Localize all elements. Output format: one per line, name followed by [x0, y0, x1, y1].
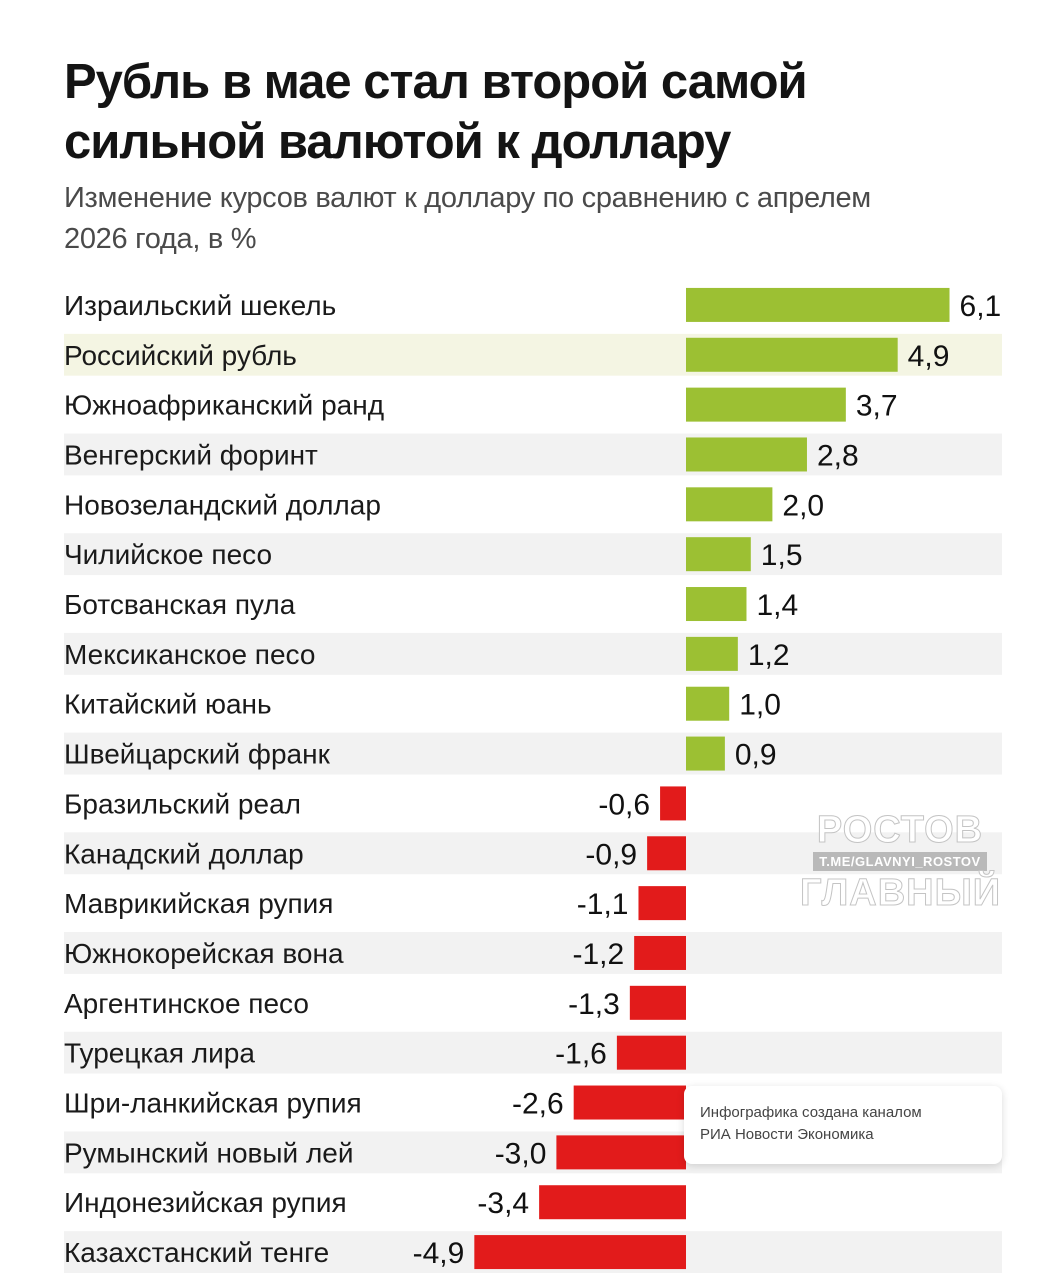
category-label: Румынский новый лей	[64, 1137, 354, 1168]
category-label: Израильский шекель	[64, 290, 336, 321]
value-label: 0,9	[735, 739, 777, 772]
category-label: Ботсванская пула	[64, 589, 296, 620]
category-label: Российский рубль	[64, 340, 297, 371]
bar-positive	[686, 537, 751, 572]
category-label: Шри-ланкийская рупия	[64, 1088, 362, 1119]
value-label: 1,5	[761, 539, 803, 572]
watermark-line-3: ГЛАВНЫЙ	[800, 872, 1002, 914]
value-label: -1,1	[577, 888, 629, 921]
value-label: 2,8	[817, 439, 859, 472]
bar-negative	[634, 935, 686, 970]
bar-positive	[686, 287, 950, 322]
bar-negative	[638, 886, 686, 921]
bar-negative	[660, 786, 686, 821]
row-stripe	[64, 433, 1002, 476]
category-label: Казахстанский тенге	[64, 1237, 329, 1268]
category-label: Венгерский форинт	[64, 439, 318, 470]
value-label: -0,6	[598, 788, 650, 821]
value-label: -1,6	[555, 1038, 607, 1071]
category-label: Южнокорейская вона	[64, 938, 344, 969]
row-stripe	[64, 1031, 1002, 1074]
value-label: 1,2	[748, 639, 790, 672]
value-label: 1,4	[756, 589, 798, 622]
category-label: Канадский доллар	[64, 838, 304, 869]
row-stripe	[64, 732, 1002, 775]
value-label: -3,0	[495, 1137, 547, 1170]
category-label: Бразильский реал	[64, 788, 301, 819]
watermark-line-2: T.ME/GLAVNYI_ROSTOV	[813, 852, 987, 871]
chart-subtitle-line-1: Изменение курсов валют к доллару по срав…	[64, 182, 871, 214]
bar-positive	[686, 387, 846, 422]
value-label: -2,6	[512, 1088, 564, 1121]
bar-negative	[474, 1235, 686, 1270]
bar-positive	[686, 636, 738, 671]
row-stripe	[64, 632, 1002, 675]
bar-positive	[686, 686, 730, 721]
row-stripe	[64, 932, 1002, 974]
watermark-line-1: РОСТОВ	[816, 809, 984, 851]
chart-subtitle: Изменение курсов валют к доллару по срав…	[64, 178, 1024, 260]
value-label: -4,9	[413, 1237, 465, 1270]
chart-title: Рубль в мае стал второй самой сильной ва…	[64, 52, 1024, 172]
category-label: Чилийское песо	[64, 539, 272, 570]
chart-title-line-2: сильной валютой к доллару	[64, 115, 731, 169]
value-label: -1,3	[568, 988, 620, 1021]
bar-negative	[647, 836, 686, 871]
bar-positive	[686, 437, 807, 472]
credit-line-2: РИА Новости Экономика	[700, 1126, 874, 1143]
value-label: 3,7	[856, 390, 898, 423]
value-label: 6,1	[960, 290, 1002, 323]
category-label: Маврикийская рупия	[64, 888, 333, 919]
value-label: 4,9	[908, 340, 950, 373]
credit-line-1: Инфографика создана каналом	[700, 1104, 922, 1121]
category-label: Индонезийская рупия	[64, 1187, 347, 1218]
row-stripe	[64, 533, 1002, 576]
category-label: Мексиканское песо	[64, 639, 315, 670]
bar-positive	[686, 337, 898, 372]
bar-negative	[573, 1085, 686, 1120]
bar-positive	[686, 587, 747, 622]
chart-title-line-1: Рубль в мае стал второй самой	[64, 55, 808, 109]
bar-negative	[629, 985, 686, 1020]
category-label: Аргентинское песо	[64, 988, 309, 1019]
category-label: Китайский юань	[64, 689, 272, 720]
value-label: -3,4	[477, 1187, 529, 1220]
chart-subtitle-line-2: 2026 года, в %	[64, 223, 257, 255]
value-label: 2,0	[782, 489, 824, 522]
value-label: -1,2	[572, 938, 624, 971]
category-label: Турецкая лира	[64, 1038, 255, 1069]
value-label: -0,9	[585, 838, 637, 871]
credit-note: Инфографика создана каналом РИА Новости …	[684, 1086, 1002, 1164]
bar-negative	[616, 1035, 686, 1070]
category-label: Южноафриканский ранд	[64, 390, 384, 421]
bar-negative	[539, 1185, 686, 1220]
bar-positive	[686, 487, 773, 522]
bar-negative	[556, 1135, 686, 1170]
category-label: Новозеландский доллар	[64, 489, 381, 520]
value-label: 1,0	[739, 689, 781, 722]
category-label: Швейцарский франк	[64, 739, 331, 770]
watermark-logo: РОСТОВ T.ME/GLAVNYI_ROSTOV ГЛАВНЫЙ	[800, 809, 1002, 914]
bar-positive	[686, 736, 725, 771]
